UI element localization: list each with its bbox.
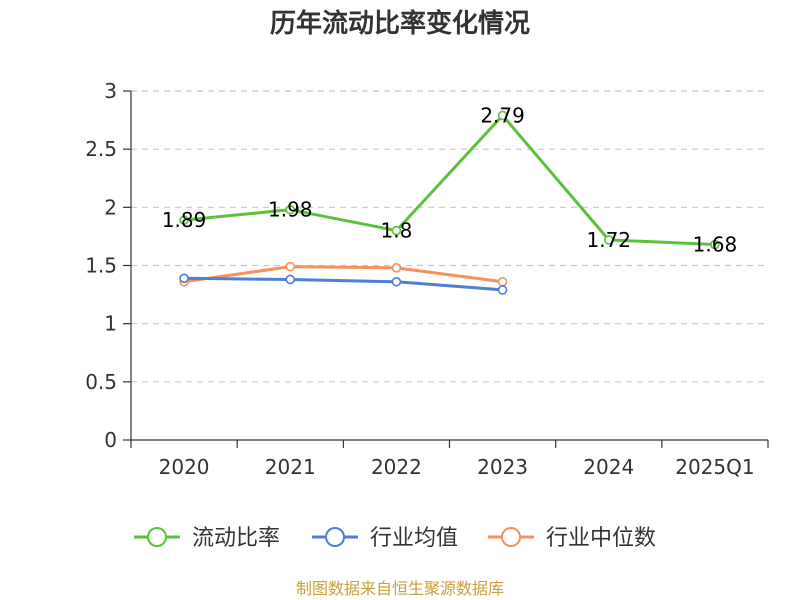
data-point[interactable] [179,215,189,225]
data-point[interactable] [497,110,508,121]
y-tick-label: 0.5 [85,370,117,394]
legend-item[interactable]: 流动比率 [134,526,280,551]
data-point[interactable] [391,263,402,273]
data-point[interactable] [497,285,508,295]
axes: 0 0.5 1 1.5 2 2.5 3 2020 2021 2022 2023 2024 2025Q1 [85,79,769,479]
data-label: 1.98 [268,198,313,222]
grid-lines [131,90,768,383]
data-point[interactable] [285,261,296,272]
legend-label: 行业均值 [370,526,458,551]
data-label: 1.89 [162,208,207,232]
series-line [183,265,503,284]
y-tick-label: 1 [104,312,117,336]
data-label: 1.72 [586,228,631,252]
x-tick-label: 2023 [477,455,528,479]
data-point[interactable] [285,274,296,285]
y-tick-label: 3 [104,79,117,103]
source-note: 制图数据来自恒生聚源数据库 [296,579,504,598]
y-tick-label: 1.5 [85,254,117,278]
legend-item[interactable]: 行业中位数 [488,526,656,551]
series-line [184,276,503,292]
data-point[interactable] [603,235,614,245]
data-point[interactable] [391,276,402,287]
data-point[interactable] [179,273,189,284]
series-line [183,113,715,247]
series-group [179,110,720,295]
x-tick-label: 2025Q1 [675,455,754,479]
legend-swatch-marker [147,527,167,547]
legend-swatch-marker [501,527,521,547]
data-point[interactable] [710,239,720,250]
data-point[interactable] [497,276,508,287]
legend-label: 行业中位数 [546,526,656,551]
y-tick-label: 2 [104,195,117,219]
legend-label: 流动比率 [192,526,280,551]
x-tick-label: 2020 [159,455,210,479]
data-point[interactable] [285,204,296,215]
legend-swatch-marker [325,527,345,547]
data-labels: 1.89 1.98 1.8 2.79 1.72 1.68 [162,103,737,256]
y-tick-label: 0 [104,428,117,452]
x-tick-label: 2022 [371,455,422,479]
data-label: 1.8 [381,219,413,243]
data-point[interactable] [391,225,402,236]
x-tick-label: 2024 [583,455,634,479]
y-tick-label: 2.5 [85,137,117,161]
x-tick-label: 2021 [265,455,316,479]
legend[interactable]: 流动比率 行业均值 行业中位数 [134,526,656,551]
legend-item[interactable]: 行业均值 [312,526,458,551]
data-label: 2.79 [480,103,525,127]
data-label: 1.68 [693,233,738,257]
chart-title: 历年流动比率变化情况 [270,8,530,39]
